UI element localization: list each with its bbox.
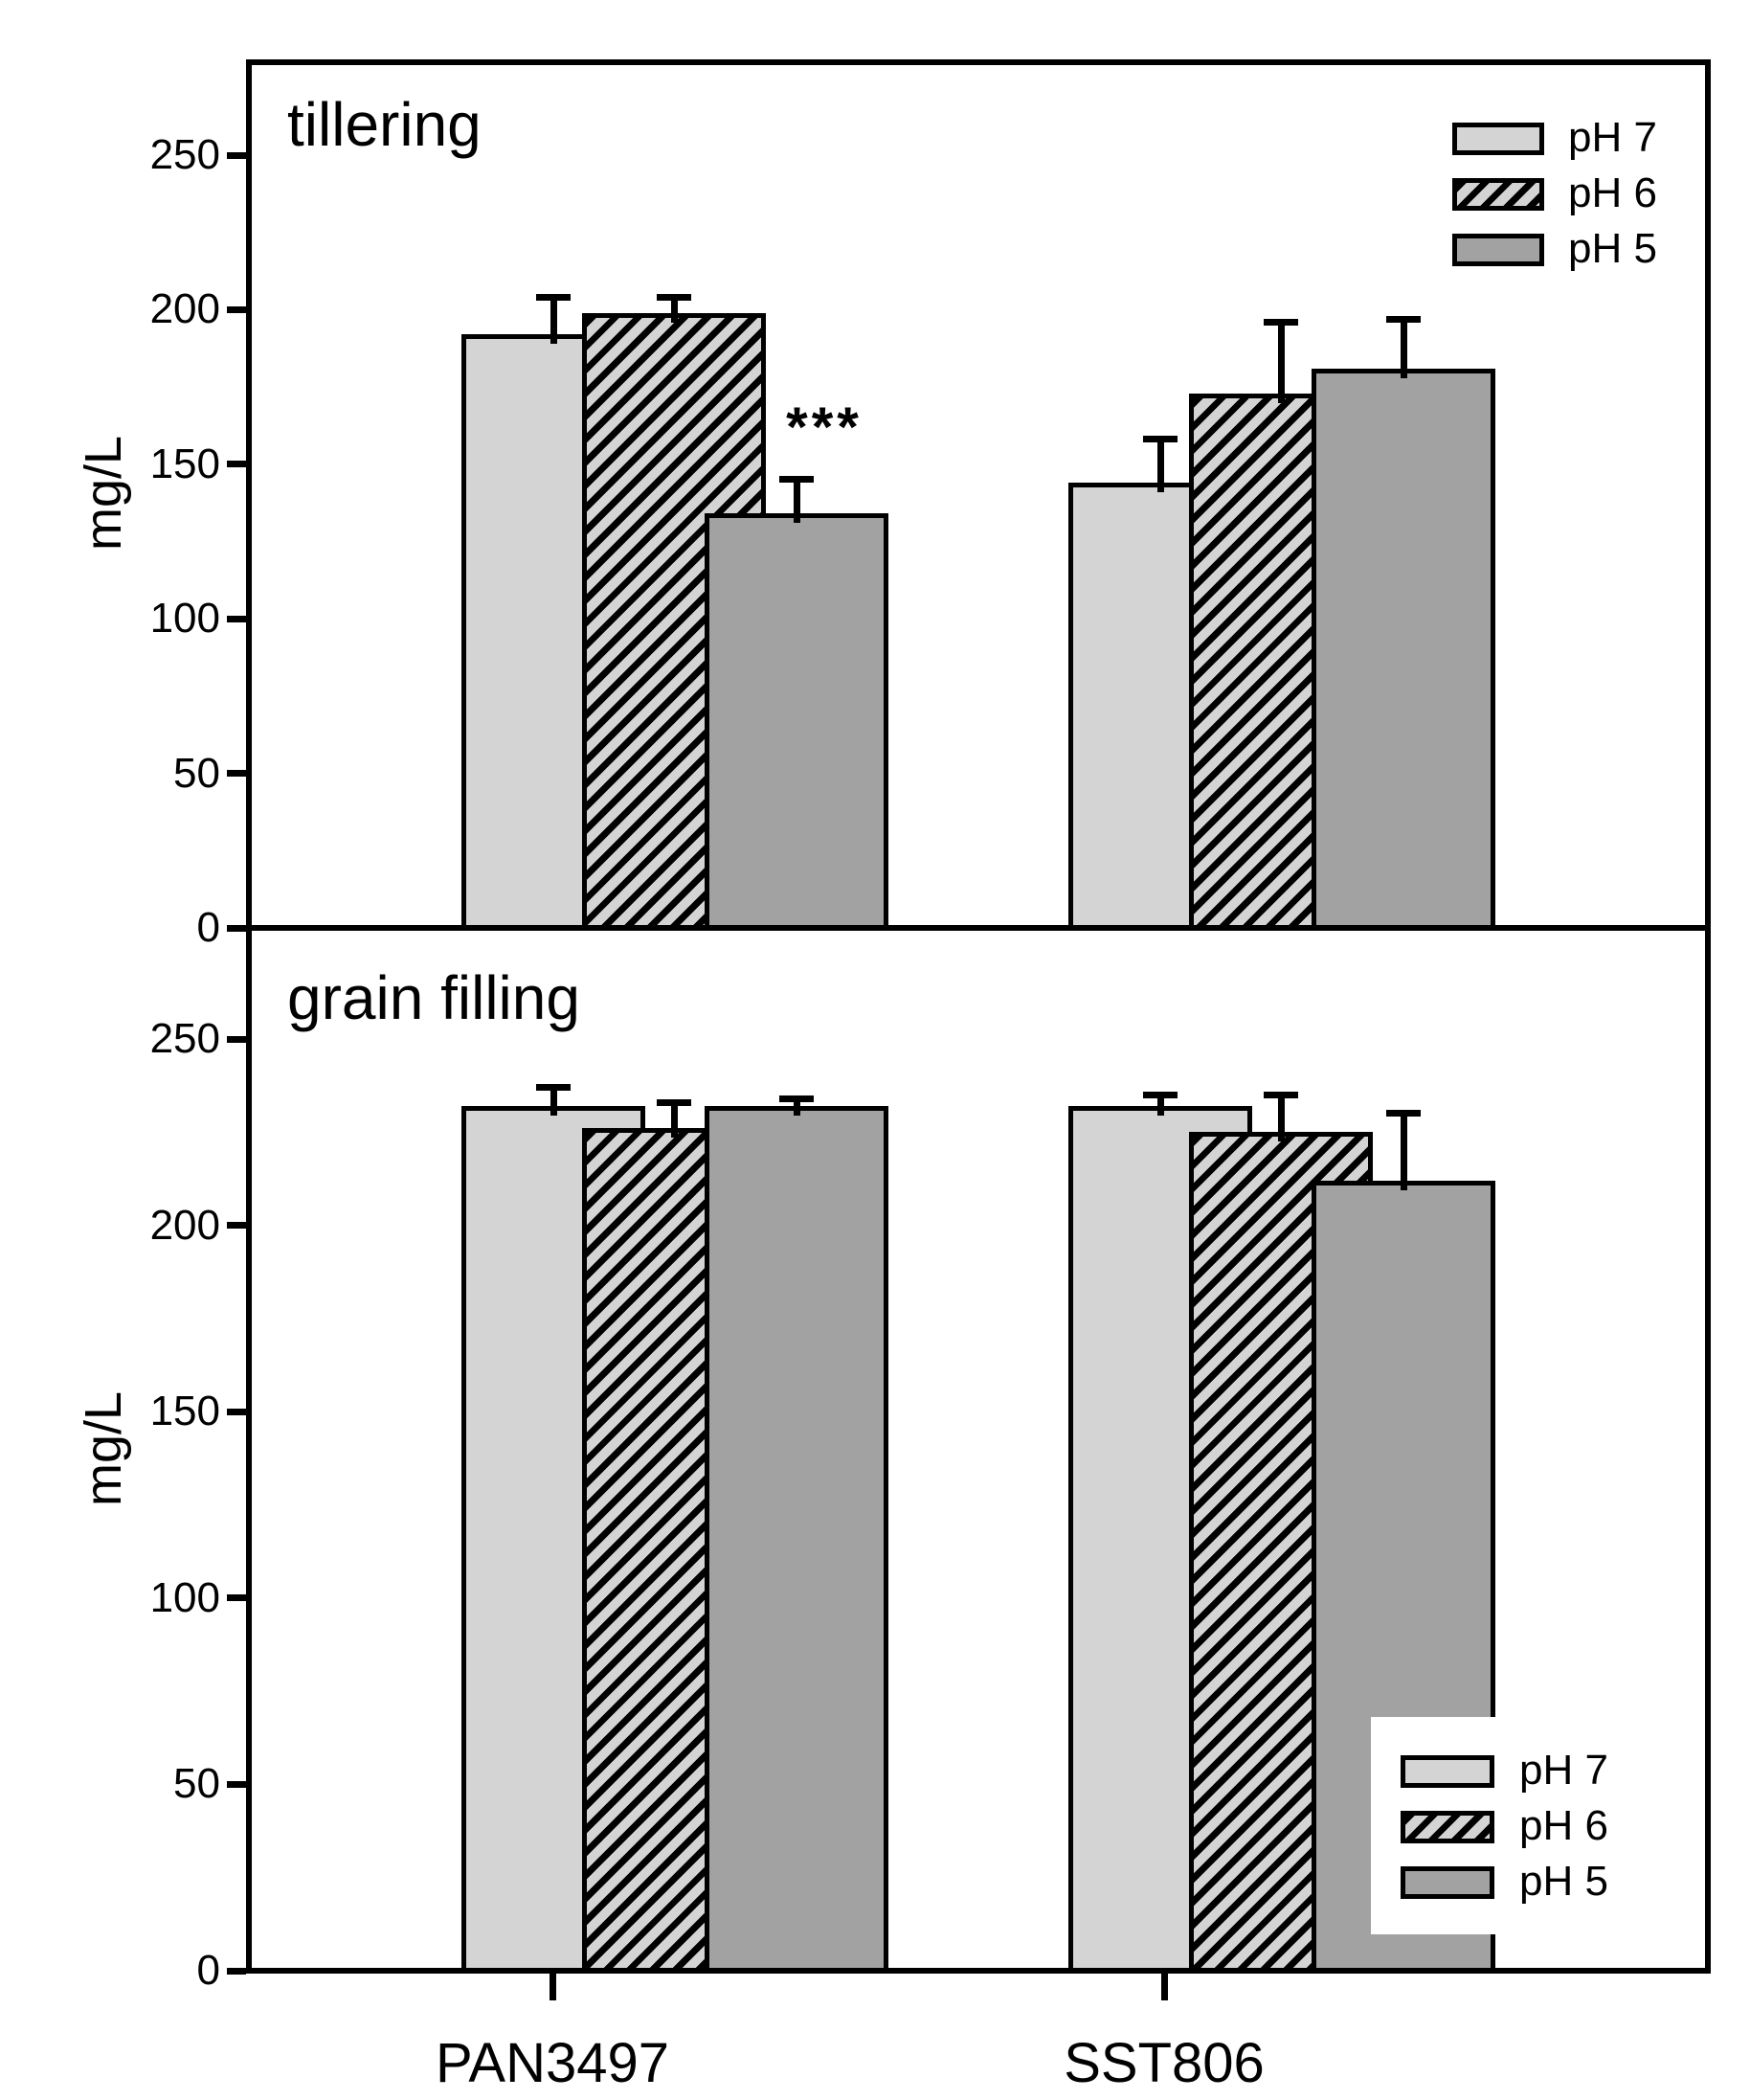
y-axis-tick-label: 50	[173, 1760, 220, 1808]
x-category-label: SST806	[1064, 2032, 1265, 2094]
panel-divider	[246, 925, 1711, 931]
legend-label: pH 6	[1568, 169, 1657, 216]
legend-label: pH 5	[1568, 225, 1657, 272]
x-axis-line	[246, 1968, 1711, 1974]
error-bar	[793, 479, 800, 524]
plot-border-top	[246, 59, 1711, 65]
error-bar	[1400, 319, 1407, 378]
y-axis-tick	[227, 1594, 246, 1602]
y-axis-label: mg/L	[75, 435, 132, 552]
legend-swatch-pH6	[1401, 1811, 1494, 1843]
error-bar	[670, 297, 678, 323]
y-axis-tick	[227, 461, 246, 468]
x-axis-tick	[549, 1974, 556, 2000]
legend-swatch-pH5	[1401, 1866, 1494, 1899]
x-category-label: PAN3497	[436, 2032, 669, 2094]
error-bar	[793, 1098, 800, 1117]
error-bar	[670, 1102, 678, 1139]
y-axis-tick	[227, 924, 246, 932]
y-axis-tick	[227, 1035, 246, 1043]
y-axis-tick	[227, 305, 246, 313]
y-axis-tick-label: 0	[196, 904, 220, 951]
y-axis-tick-label: 50	[173, 749, 220, 797]
error-bar-cap	[1143, 436, 1178, 443]
error-bar	[1156, 1095, 1164, 1117]
legend-label: pH 7	[1519, 1747, 1608, 1794]
x-axis-tick	[1160, 1974, 1168, 2000]
y-axis-tick	[227, 1967, 246, 1975]
error-bar-cap	[536, 1084, 571, 1092]
legend-swatch-pH6	[1452, 178, 1544, 211]
panel-title-top: tillering	[287, 90, 482, 159]
legend-swatch-pH7	[1401, 1755, 1494, 1788]
y-axis-tick	[227, 1780, 246, 1788]
error-bar-cap	[1386, 315, 1421, 323]
legend-label: pH 5	[1519, 1858, 1608, 1905]
error-bar	[1277, 322, 1285, 403]
y-axis-tick	[227, 151, 246, 159]
error-bar	[550, 1087, 557, 1117]
y-axis-tick-label: 250	[149, 1015, 220, 1062]
y-axis-tick	[227, 615, 246, 622]
bar-PAN3497-pH5	[705, 1106, 888, 1974]
y-axis-tick	[227, 770, 246, 778]
error-bar	[550, 297, 557, 345]
error-bar	[1277, 1095, 1285, 1142]
error-bar-cap	[1264, 1091, 1298, 1098]
error-bar-cap	[779, 1095, 814, 1102]
error-bar-cap	[657, 293, 691, 301]
error-bar-cap	[536, 293, 571, 301]
y-axis-tick-label: 200	[149, 285, 220, 333]
y-axis-tick-label: 200	[149, 1201, 220, 1249]
error-bar-cap	[779, 476, 814, 484]
error-bar-cap	[1386, 1110, 1421, 1118]
y-axis-tick-label: 150	[149, 1388, 220, 1435]
y-axis-tick-label: 250	[149, 131, 220, 178]
legend-label: pH 7	[1568, 114, 1657, 161]
legend-swatch-pH5	[1452, 234, 1544, 266]
error-bar	[1156, 439, 1164, 493]
y-axis-tick-label: 100	[149, 1573, 220, 1621]
legend-label: pH 6	[1519, 1802, 1608, 1849]
plot-border-right	[1705, 59, 1711, 1974]
y-axis-tick-label: 150	[149, 440, 220, 487]
error-bar-cap	[657, 1098, 691, 1106]
error-bar-cap	[1264, 318, 1298, 326]
y-axis-line	[246, 59, 252, 1974]
error-bar	[1400, 1113, 1407, 1190]
legend-swatch-pH7	[1452, 123, 1544, 155]
bar-PAN3497-pH5	[705, 513, 888, 931]
significance-annotation: ***	[786, 396, 863, 459]
y-axis-label: mg/L	[75, 1390, 132, 1507]
y-axis-tick	[227, 1408, 246, 1415]
y-axis-tick-label: 100	[149, 595, 220, 643]
y-axis-tick-label: 0	[196, 1947, 220, 1994]
panel-title-bottom: grain filling	[287, 963, 580, 1032]
bar-SST806-pH5	[1312, 368, 1495, 931]
y-axis-tick	[227, 1222, 246, 1230]
error-bar-cap	[1143, 1091, 1178, 1098]
